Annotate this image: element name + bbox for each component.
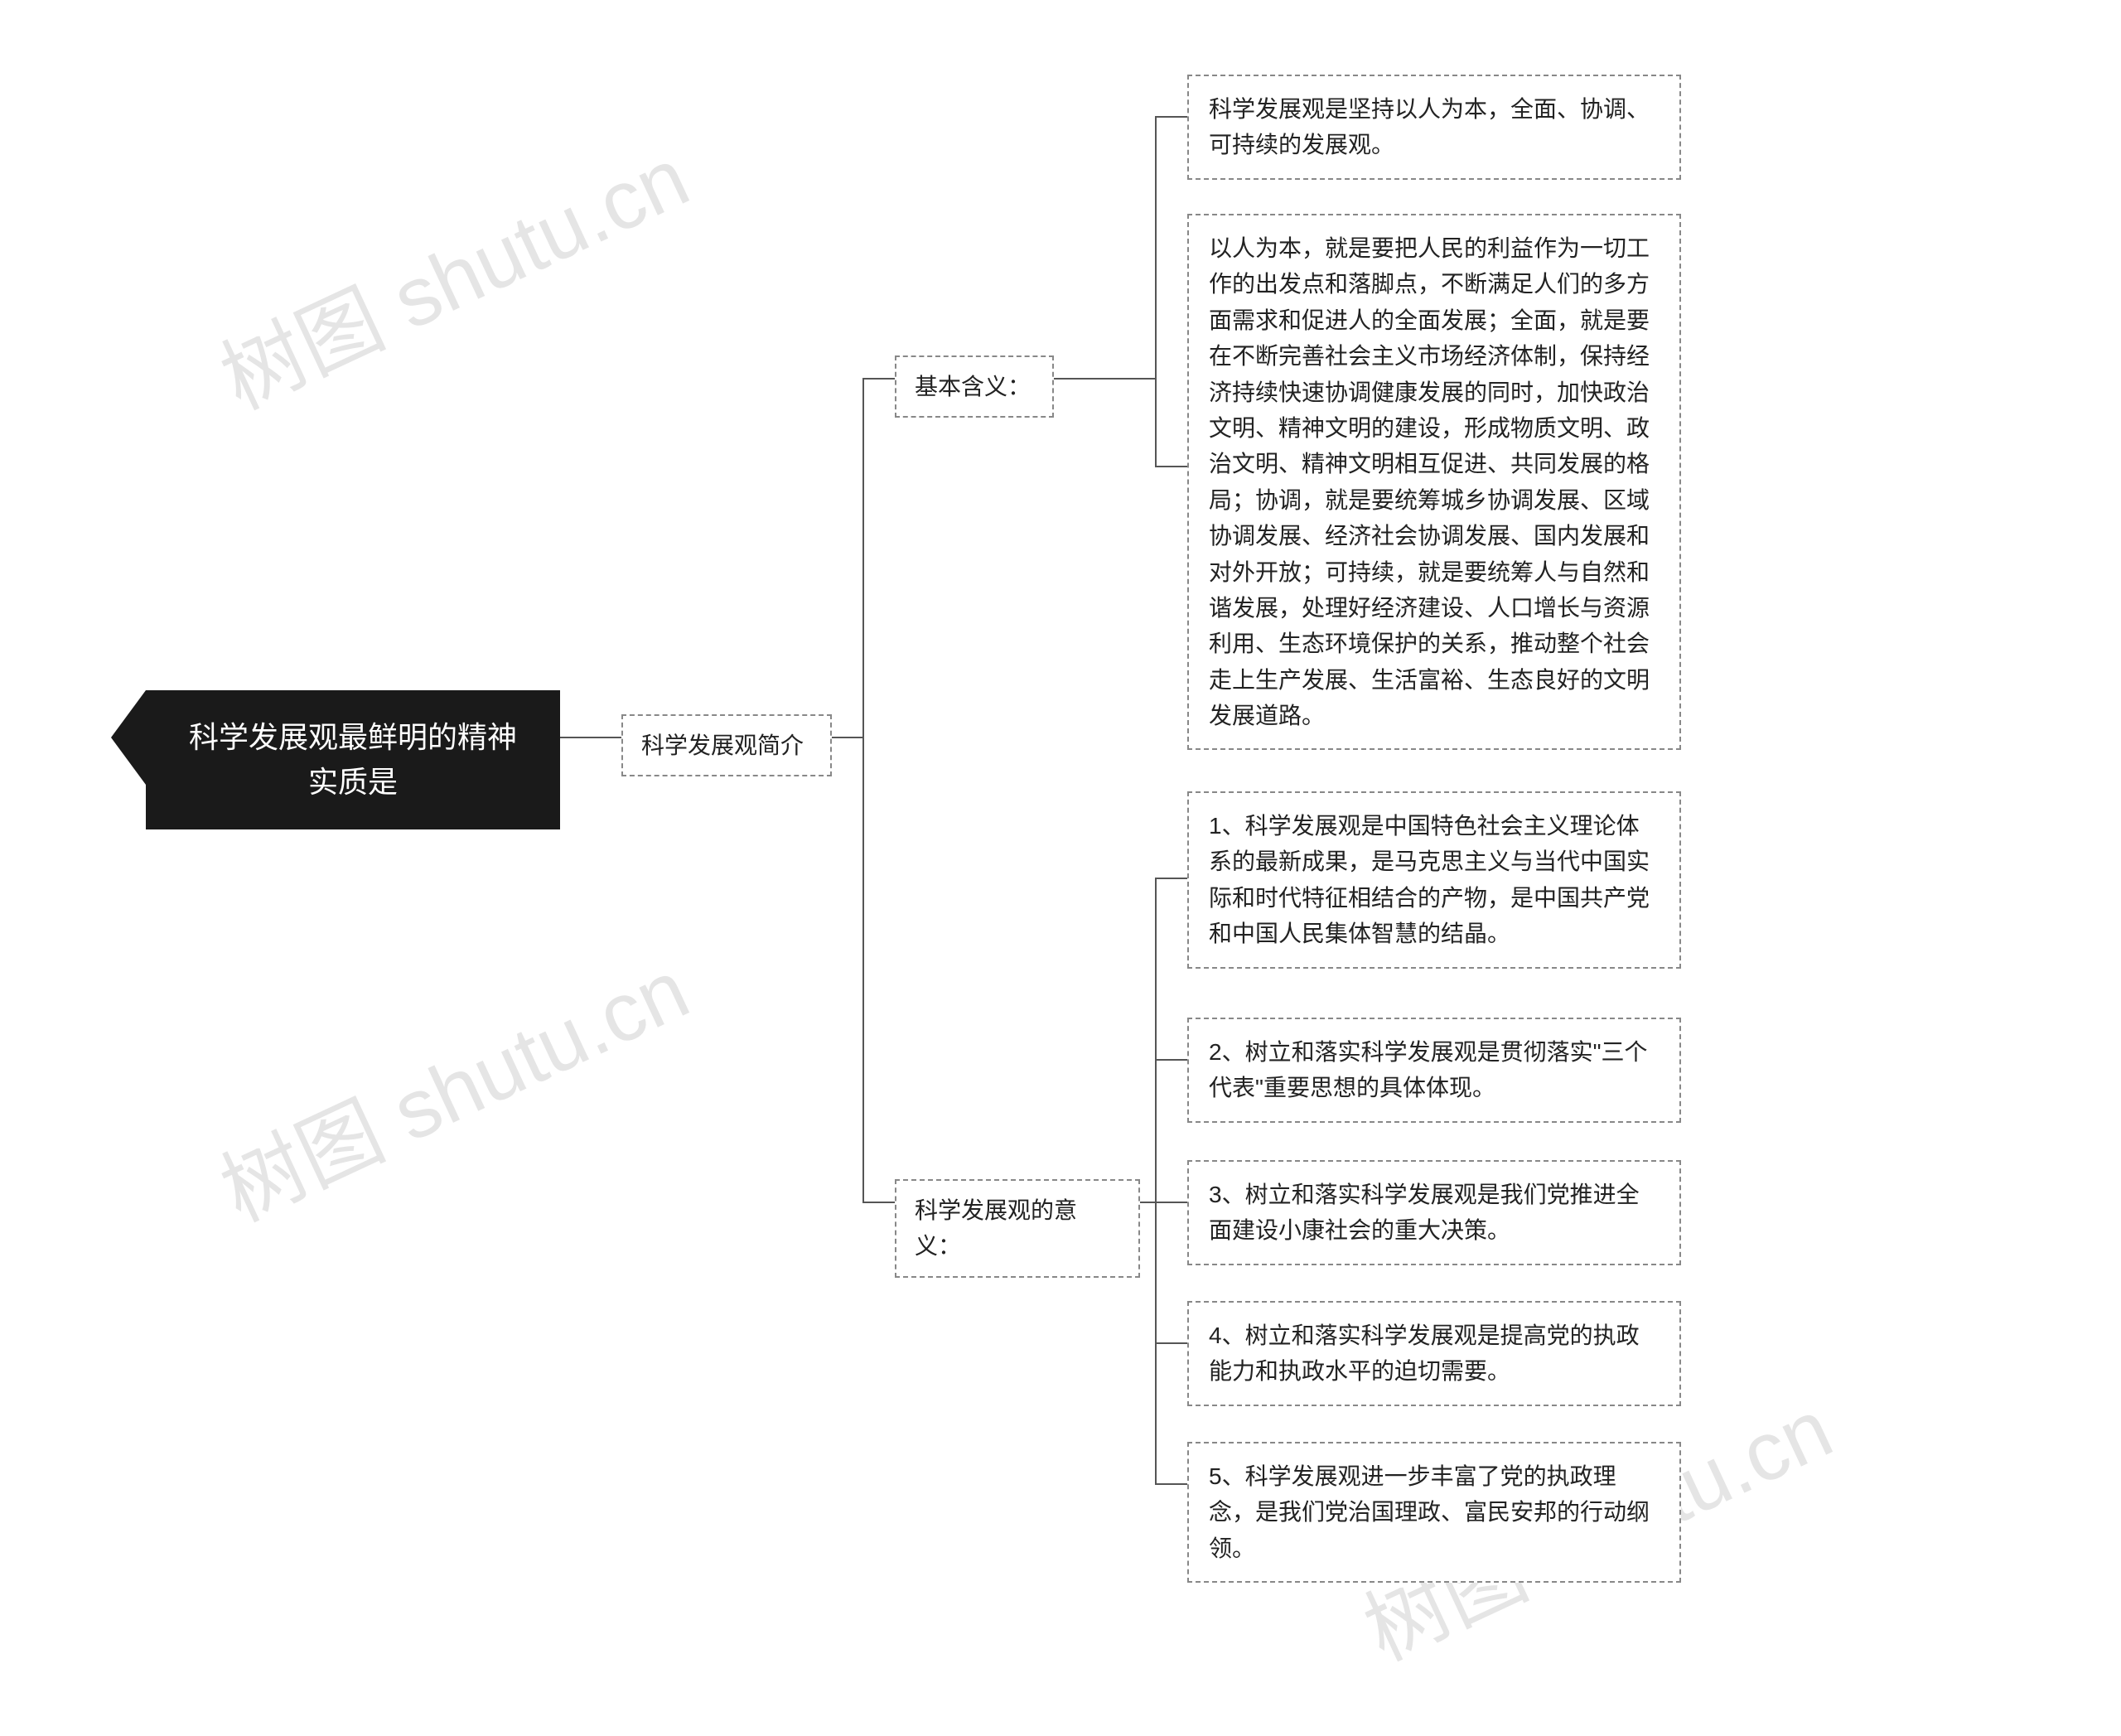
node-text: 科学发展观简介 <box>641 733 804 758</box>
root-arrow-icon <box>111 690 146 785</box>
leaf-node: 5、科学发展观进一步丰富了党的执政理念，是我们党治国理政、富民安邦的行动纲领。 <box>1187 1442 1681 1583</box>
node-significance: 科学发展观的意义： <box>895 1179 1140 1278</box>
leaf-node: 3、树立和落实科学发展观是我们党推进全面建设小康社会的重大决策。 <box>1187 1160 1681 1265</box>
leaf-node: 科学发展观是坚持以人为本，全面、协调、可持续的发展观。 <box>1187 75 1681 180</box>
connectors <box>0 0 2121 1736</box>
node-text: 2、树立和落实科学发展观是贯彻落实"三个代表"重要思想的具体体现。 <box>1209 1039 1648 1100</box>
node-basic-meaning: 基本含义： <box>895 355 1054 418</box>
mindmap-canvas: 树图 shutu.cn 树图 shutu.cn 树图 shutu.cn 科学发展… <box>0 0 2121 1736</box>
leaf-node: 以人为本，就是要把人民的利益作为一切工作的出发点和落脚点，不断满足人们的多方面需… <box>1187 214 1681 750</box>
watermark: 树图 shutu.cn <box>199 923 704 1244</box>
watermark: 树图 shutu.cn <box>199 111 704 432</box>
node-text: 科学发展观是坚持以人为本，全面、协调、可持续的发展观。 <box>1209 96 1650 157</box>
node-text: 5、科学发展观进一步丰富了党的执政理念，是我们党治国理政、富民安邦的行动纲领。 <box>1209 1463 1650 1561</box>
node-text: 1、科学发展观是中国特色社会主义理论体系的最新成果，是马克思主义与当代中国实际和… <box>1209 813 1650 946</box>
node-text: 科学发展观的意义： <box>915 1197 1077 1259</box>
leaf-node: 4、树立和落实科学发展观是提高党的执政能力和执政水平的迫切需要。 <box>1187 1301 1681 1406</box>
leaf-node: 1、科学发展观是中国特色社会主义理论体系的最新成果，是马克思主义与当代中国实际和… <box>1187 791 1681 969</box>
node-intro: 科学发展观简介 <box>621 714 832 776</box>
node-text: 4、树立和落实科学发展观是提高党的执政能力和执政水平的迫切需要。 <box>1209 1323 1640 1384</box>
leaf-node: 2、树立和落实科学发展观是贯彻落实"三个代表"重要思想的具体体现。 <box>1187 1018 1681 1123</box>
node-text: 基本含义： <box>915 374 1031 399</box>
root-node: 科学发展观最鲜明的精神 实质是 <box>146 690 560 829</box>
root-text: 科学发展观最鲜明的精神 实质是 <box>176 715 530 805</box>
node-text: 3、树立和落实科学发展观是我们党推进全面建设小康社会的重大决策。 <box>1209 1182 1640 1243</box>
node-text: 以人为本，就是要把人民的利益作为一切工作的出发点和落脚点，不断满足人们的多方面需… <box>1209 235 1650 728</box>
